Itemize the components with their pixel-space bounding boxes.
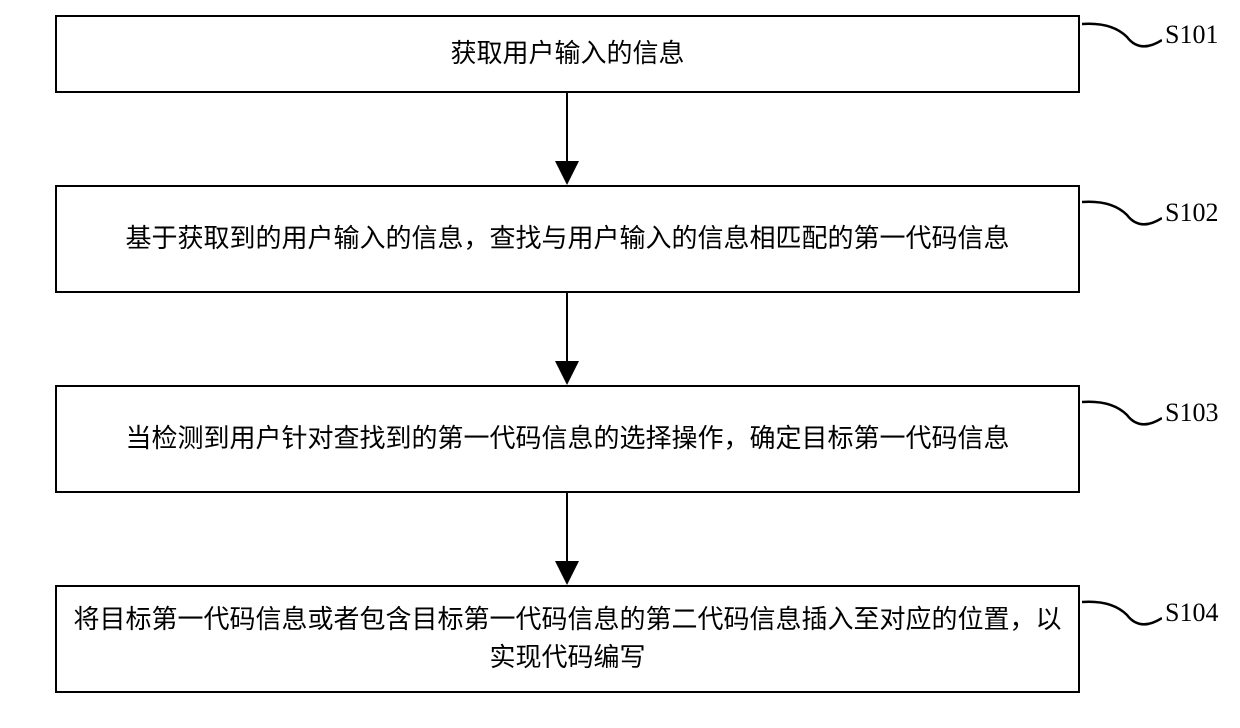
bracket-s102 (1082, 200, 1162, 240)
flow-node-s104: 将目标第一代码信息或者包含目标第一代码信息的第二代码信息插入至对应的位置，以实现… (55, 585, 1080, 693)
flow-label-s102: S102 (1165, 198, 1218, 228)
flow-node-s103: 当检测到用户针对查找到的第一代码信息的选择操作，确定目标第一代码信息 (55, 385, 1080, 493)
flow-node-s101-text: 获取用户输入的信息 (450, 35, 684, 73)
bracket-s103 (1082, 400, 1162, 440)
flow-node-s103-text: 当检测到用户针对查找到的第一代码信息的选择操作，确定目标第一代码信息 (125, 420, 1009, 458)
flow-node-s101: 获取用户输入的信息 (55, 15, 1080, 93)
flow-node-s102: 基于获取到的用户输入的信息，查找与用户输入的信息相匹配的第一代码信息 (55, 185, 1080, 293)
flow-label-s103: S103 (1165, 398, 1218, 428)
flow-label-s104: S104 (1165, 598, 1218, 628)
flow-label-s101: S101 (1165, 20, 1218, 50)
flowchart-canvas: 获取用户输入的信息 S101 基于获取到的用户输入的信息，查找与用户输入的信息相… (0, 0, 1240, 728)
flow-node-s102-text: 基于获取到的用户输入的信息，查找与用户输入的信息相匹配的第一代码信息 (125, 220, 1009, 258)
flow-node-s104-text: 将目标第一代码信息或者包含目标第一代码信息的第二代码信息插入至对应的位置，以实现… (73, 601, 1062, 676)
bracket-s101 (1082, 22, 1162, 62)
bracket-s104 (1082, 600, 1162, 640)
